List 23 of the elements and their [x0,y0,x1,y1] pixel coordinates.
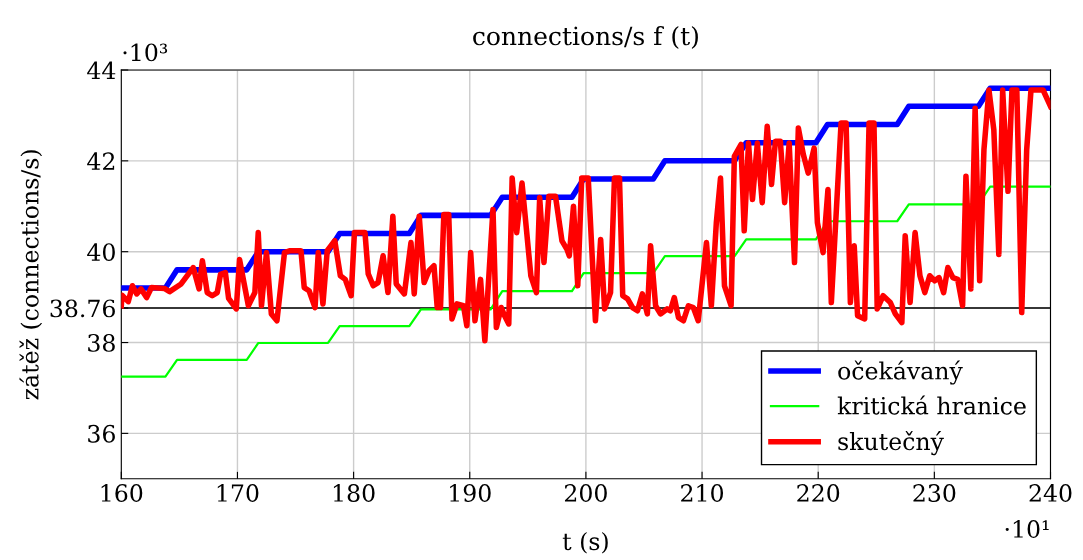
y-tick-label: 38.76 [50,299,115,318]
y-tick-label: 40 [87,243,115,261]
text: ·10¹ [1005,520,1049,538]
x-tick-label: 220 [797,484,840,502]
chart-title: connections/s f (t) [473,26,698,49]
y-tick-label: 44 [87,61,116,79]
x-tick-label: 240 [1029,484,1072,502]
legend-label: kritická hranice [837,395,1026,415]
y-tick-label: 36 [88,424,115,443]
x-axis-title: t (s) [562,531,608,554]
y-axis-title: zátěž (connections/s) [19,150,43,400]
x-tick-label: 200 [564,484,607,502]
x-tick-label: 190 [450,484,491,502]
legend-label: skutečný [838,431,944,456]
x-tick-label: 230 [913,484,956,502]
y-tick-label: 42 [87,152,115,170]
y-tick-label: 38 [88,333,115,352]
x-tick-label: 170 [217,484,259,502]
x-tick-label: 210 [681,484,724,502]
text: ·10³ [123,43,168,62]
legend-label: očekávaný [838,360,963,385]
x-tick-label: 160 [101,484,143,502]
x-tick-label: 180 [333,484,375,502]
